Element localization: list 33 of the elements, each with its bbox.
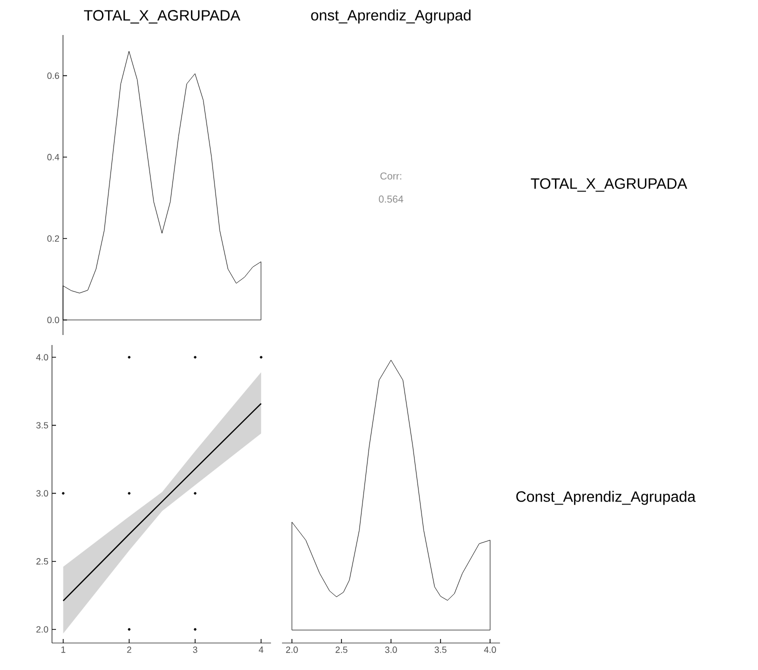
y-tick-label: 0.2 [47, 235, 60, 242]
point [194, 628, 196, 631]
x-tick-label: 3.5 [434, 646, 446, 653]
text: TOTAL_X_AGRUPADA [530, 178, 688, 192]
x-tick-label: 2.0 [286, 646, 298, 653]
y-tick-label: 4.0 [36, 354, 48, 360]
x-tick-label: 1 [61, 646, 66, 653]
point [128, 492, 130, 495]
x-tick-label: 3 [192, 646, 198, 653]
point [128, 628, 130, 631]
y-tick-label: 0.6 [47, 72, 60, 79]
y-tick-label: 2.0 [36, 626, 48, 633]
text: onst_Aprendiz_Agrupad [311, 10, 470, 24]
y-tick-label: 0.0 [47, 316, 60, 324]
x-tick-label: 4.0 [484, 646, 496, 653]
point [194, 356, 196, 359]
x-tick-label: 4 [258, 646, 264, 653]
text: 0.564 [378, 196, 404, 203]
x-tick-label: 2 [127, 646, 132, 653]
point [260, 356, 262, 359]
x-tick-label: 2.5 [336, 646, 348, 653]
x-tick-label: 3.0 [385, 646, 397, 653]
line-series [62, 402, 262, 602]
y-tick-label: 0.4 [47, 154, 60, 160]
text: Corr: [380, 172, 402, 180]
point [194, 492, 196, 495]
y-tick-label: 3.0 [36, 490, 48, 497]
y2-axis-title: Const_Aprendiz_Agrupada [516, 490, 696, 505]
chart-title: TOTAL_X_AGRUPADA [84, 10, 240, 24]
y-tick-label: 3.5 [36, 422, 48, 428]
point [62, 492, 65, 495]
y-tick-label: 2.5 [36, 558, 48, 565]
point [128, 356, 130, 359]
